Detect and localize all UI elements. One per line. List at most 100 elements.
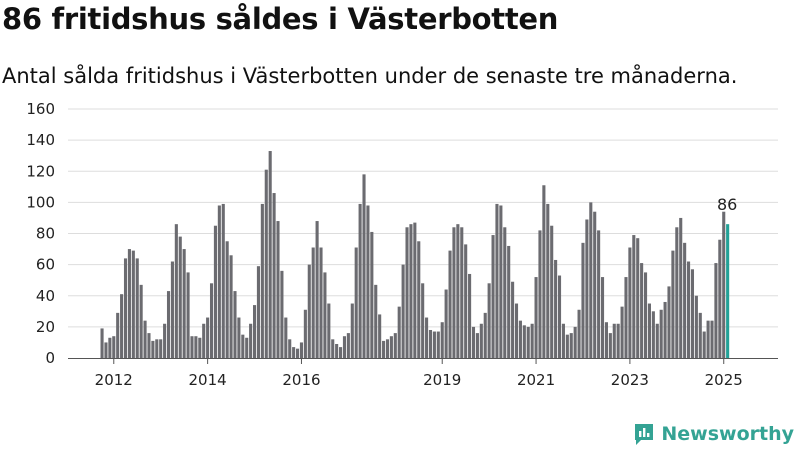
bar xyxy=(221,203,225,358)
bar xyxy=(526,326,530,359)
bar xyxy=(702,331,706,358)
bar xyxy=(241,334,245,358)
bar xyxy=(163,323,167,358)
bar xyxy=(546,203,550,358)
bar xyxy=(464,244,468,358)
bar xyxy=(155,339,159,358)
bar xyxy=(565,334,569,358)
bar xyxy=(276,221,280,358)
bar xyxy=(217,205,221,358)
x-tick-label: 2019 xyxy=(423,371,461,389)
bar xyxy=(659,309,663,358)
bar xyxy=(694,295,698,358)
bar xyxy=(612,323,616,358)
bar xyxy=(190,336,194,358)
bar xyxy=(319,247,323,358)
bar xyxy=(303,309,307,358)
bar xyxy=(256,266,260,358)
bar xyxy=(675,227,679,358)
bar xyxy=(323,272,327,358)
bar-chart: 0 20 40 60 80 100 120 140 160 2012 2014 2016 2019 202… xyxy=(26,100,778,389)
bar xyxy=(600,277,605,358)
bar xyxy=(382,340,386,358)
y-tick-label: 60 xyxy=(36,256,55,274)
newsworthy-logo: Newsworthy xyxy=(633,420,794,448)
bar xyxy=(174,224,178,358)
bar xyxy=(350,303,354,358)
bar xyxy=(311,247,315,358)
bar xyxy=(272,193,276,358)
y-tick-label: 80 xyxy=(36,225,55,243)
bar xyxy=(108,337,112,358)
bar xyxy=(421,283,425,358)
bar xyxy=(331,339,335,358)
x-tick-label: 2014 xyxy=(189,371,227,389)
x-tick-label: 2025 xyxy=(705,371,743,389)
bar xyxy=(679,217,683,358)
bar xyxy=(471,326,476,359)
bar xyxy=(636,238,640,358)
bar xyxy=(710,320,714,358)
bar xyxy=(362,174,366,358)
bar xyxy=(628,247,632,358)
bar xyxy=(475,333,479,358)
x-tick-label: 2021 xyxy=(517,371,555,389)
bar xyxy=(495,203,499,358)
bar xyxy=(491,235,495,358)
bar xyxy=(229,255,233,358)
bar xyxy=(213,225,217,358)
bar xyxy=(288,339,292,358)
bar xyxy=(385,339,390,358)
bar xyxy=(389,336,393,358)
bar xyxy=(483,312,487,358)
bar xyxy=(651,311,655,358)
bar xyxy=(112,336,116,358)
bar xyxy=(280,270,284,358)
bar xyxy=(413,222,417,358)
bar xyxy=(264,169,268,358)
bar xyxy=(100,328,104,358)
bar xyxy=(428,329,433,358)
bar xyxy=(530,323,534,358)
newsworthy-logo-icon xyxy=(635,424,654,445)
bar xyxy=(569,333,573,358)
bar xyxy=(550,225,554,358)
bar xyxy=(620,306,624,358)
brand-name: Newsworthy xyxy=(661,423,794,445)
y-tick-label: 40 xyxy=(36,287,55,305)
bar xyxy=(159,339,163,358)
bar xyxy=(589,202,593,359)
bar xyxy=(401,264,405,359)
bar xyxy=(292,347,296,358)
bar xyxy=(507,245,511,358)
highlight-value-label: 86 xyxy=(717,195,737,214)
bar xyxy=(706,320,710,358)
bar xyxy=(593,211,597,358)
bar xyxy=(131,250,135,358)
bar xyxy=(252,305,257,358)
bar xyxy=(104,342,108,358)
bar xyxy=(643,272,648,358)
y-tick-label: 160 xyxy=(26,100,55,118)
bar xyxy=(374,284,378,358)
bar xyxy=(315,221,319,358)
bar xyxy=(448,250,452,358)
bar xyxy=(393,333,397,358)
bar xyxy=(487,283,491,358)
bar xyxy=(233,291,237,358)
bar xyxy=(690,269,695,358)
bar xyxy=(307,264,311,359)
bar xyxy=(409,224,413,358)
bar xyxy=(358,203,362,358)
bar xyxy=(327,303,331,358)
bar xyxy=(456,224,460,358)
bar xyxy=(397,306,401,358)
bar xyxy=(339,347,343,358)
bar xyxy=(143,320,147,358)
bar xyxy=(116,312,120,358)
bar xyxy=(123,258,128,358)
bar xyxy=(722,211,726,358)
x-tick-label: 2016 xyxy=(282,371,320,389)
bar xyxy=(503,227,507,358)
bar xyxy=(581,242,585,358)
